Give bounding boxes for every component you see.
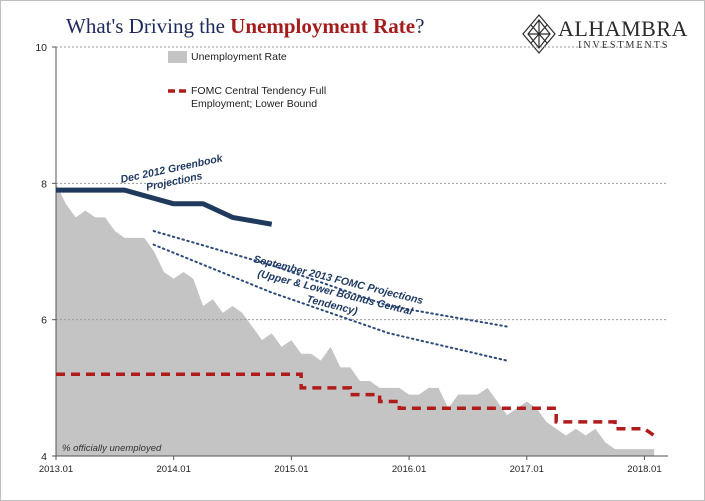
- legend-swatch-unemployment: [168, 51, 187, 63]
- greenbook-projection-line: [56, 187, 273, 227]
- title-suffix: ?: [415, 14, 425, 38]
- legend-label-unemployment: Unemployment Rate: [191, 51, 287, 63]
- logo-name: ALHAMBRA: [558, 16, 688, 41]
- x-tick-label-2015.01: 2015.01: [274, 464, 308, 475]
- chart-title: What's Driving the Unemployment Rate?: [66, 14, 424, 39]
- fomc-lower-bound-line: [56, 372, 656, 437]
- fomc-projection-lower-line: [152, 243, 508, 362]
- y-tick-label-4: 4: [41, 451, 47, 463]
- y-tick-label-10: 10: [35, 42, 47, 54]
- x-tick-label-2017.01: 2017.01: [510, 464, 544, 475]
- title-prefix: What's Driving the: [66, 14, 231, 38]
- logo-subtitle: INVESTMENTS: [578, 40, 670, 51]
- fomc-projection-upper-line: [152, 230, 508, 328]
- y-tick-label-8: 8: [41, 178, 47, 190]
- legend-label-fomc: FOMC Central Tendency Full Employment; L…: [191, 85, 327, 110]
- diamond-lattice-icon: [522, 14, 556, 54]
- x-tick-label-2016.01: 2016.01: [392, 464, 426, 475]
- units-note: % officially unemployed: [62, 443, 162, 454]
- x-tick-label-2013.01: 2013.01: [39, 464, 73, 475]
- x-tick-label-2018.01: 2018.01: [627, 464, 661, 475]
- x-tick-label-2014.01: 2014.01: [157, 464, 191, 475]
- unemployment-area: [56, 183, 655, 457]
- title-emphasis: Unemployment Rate: [230, 14, 416, 38]
- alhambra-logo: ALHAMBRA INVESTMENTS: [522, 14, 692, 54]
- y-tick-label-6: 6: [41, 315, 47, 327]
